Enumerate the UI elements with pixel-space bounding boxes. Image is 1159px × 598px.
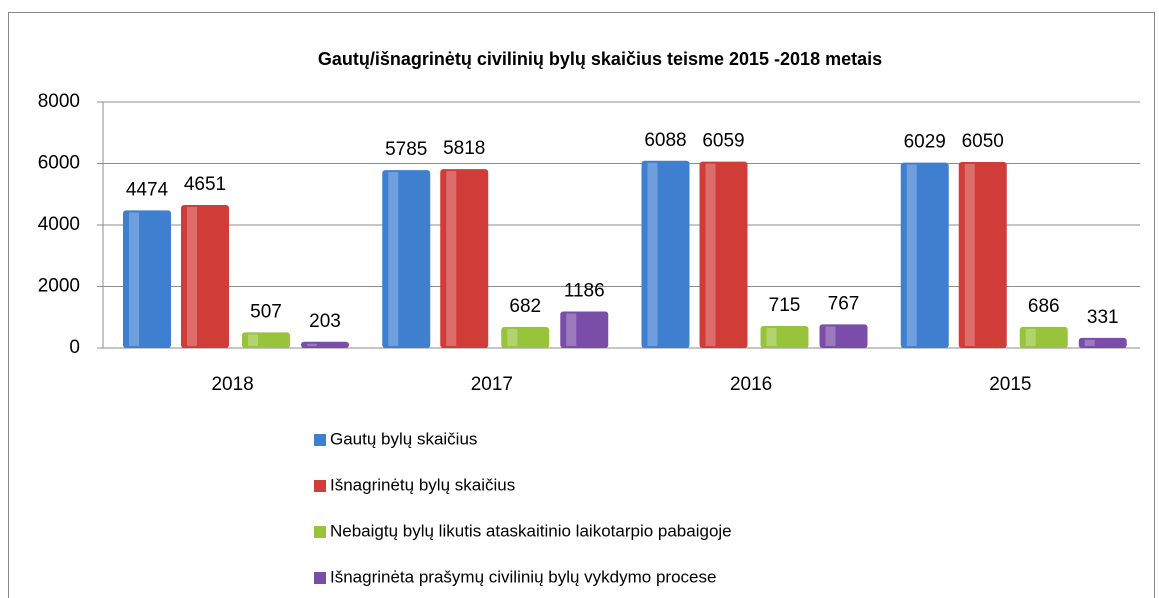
bar-highlight	[566, 313, 577, 346]
y-tick-label: 6000	[38, 153, 80, 174]
bar	[440, 169, 489, 348]
value-label: 203	[309, 311, 341, 332]
legend-label: Išnagrinėtų bylų skaičius	[330, 475, 515, 494]
value-label: 331	[1087, 307, 1119, 328]
bar	[301, 341, 349, 348]
value-label: 767	[828, 293, 860, 314]
bar-highlight	[647, 162, 658, 346]
x-tick-label: 2015	[989, 374, 1031, 395]
value-label: 682	[509, 296, 541, 317]
bar	[760, 326, 809, 348]
bar	[501, 327, 550, 348]
bar	[1019, 326, 1068, 348]
value-label: 6029	[904, 132, 946, 153]
y-tick-label: 2000	[38, 276, 80, 297]
x-tick-label: 2017	[471, 374, 513, 395]
bar	[900, 162, 949, 348]
legend-swatch	[314, 480, 326, 492]
bar	[641, 160, 690, 348]
chart-title: Gautų/išnagrinėtų civilinių bylų skaičiu…	[318, 49, 882, 69]
y-tick-label: 4000	[38, 214, 80, 235]
value-label: 6050	[962, 131, 1004, 152]
bar-highlight	[507, 329, 518, 346]
bar	[819, 324, 868, 348]
value-label: 6059	[702, 131, 744, 152]
bar-highlight	[187, 206, 197, 346]
bar	[123, 210, 171, 348]
bar-highlight	[964, 163, 975, 346]
bar	[699, 161, 748, 348]
bar-highlight	[906, 164, 917, 346]
bar	[1078, 337, 1127, 348]
legend-swatch	[314, 526, 326, 538]
x-tick-label: 2016	[730, 374, 772, 395]
bar-highlight	[1025, 328, 1036, 346]
bar	[181, 204, 229, 348]
value-label: 5785	[385, 139, 427, 160]
bar-highlight	[446, 171, 457, 346]
value-label: 6088	[644, 130, 686, 151]
legend-label: Išnagrinėta prašymų civilinių bylų vykdy…	[330, 567, 716, 586]
bar	[242, 332, 290, 348]
value-label: 4651	[184, 174, 226, 195]
bar-highlight	[307, 343, 317, 346]
legend-label: Nebaigtų bylų likutis ataskaitinio laiko…	[330, 521, 732, 540]
bar-highlight	[129, 212, 139, 346]
bar-highlight	[825, 326, 836, 346]
bar-highlight	[248, 334, 258, 346]
bar-highlight	[388, 172, 399, 346]
legend-label: Gautų bylų skaičius	[330, 429, 477, 448]
bar-highlight	[705, 163, 716, 346]
bar-highlight	[1084, 339, 1095, 346]
value-label: 5818	[443, 138, 485, 159]
bar	[560, 311, 609, 348]
legend-swatch	[314, 572, 326, 584]
x-tick-label: 2018	[211, 374, 253, 395]
value-label: 1186	[564, 281, 605, 302]
legend-swatch	[314, 434, 326, 446]
y-tick-label: 0	[69, 337, 80, 358]
bar-highlight	[766, 328, 777, 346]
value-label: 686	[1028, 296, 1060, 317]
value-label: 4474	[126, 179, 169, 200]
value-label: 507	[250, 301, 282, 322]
bar	[382, 170, 431, 348]
bar	[958, 161, 1007, 348]
value-label: 715	[769, 295, 801, 316]
y-tick-label: 8000	[38, 91, 80, 112]
